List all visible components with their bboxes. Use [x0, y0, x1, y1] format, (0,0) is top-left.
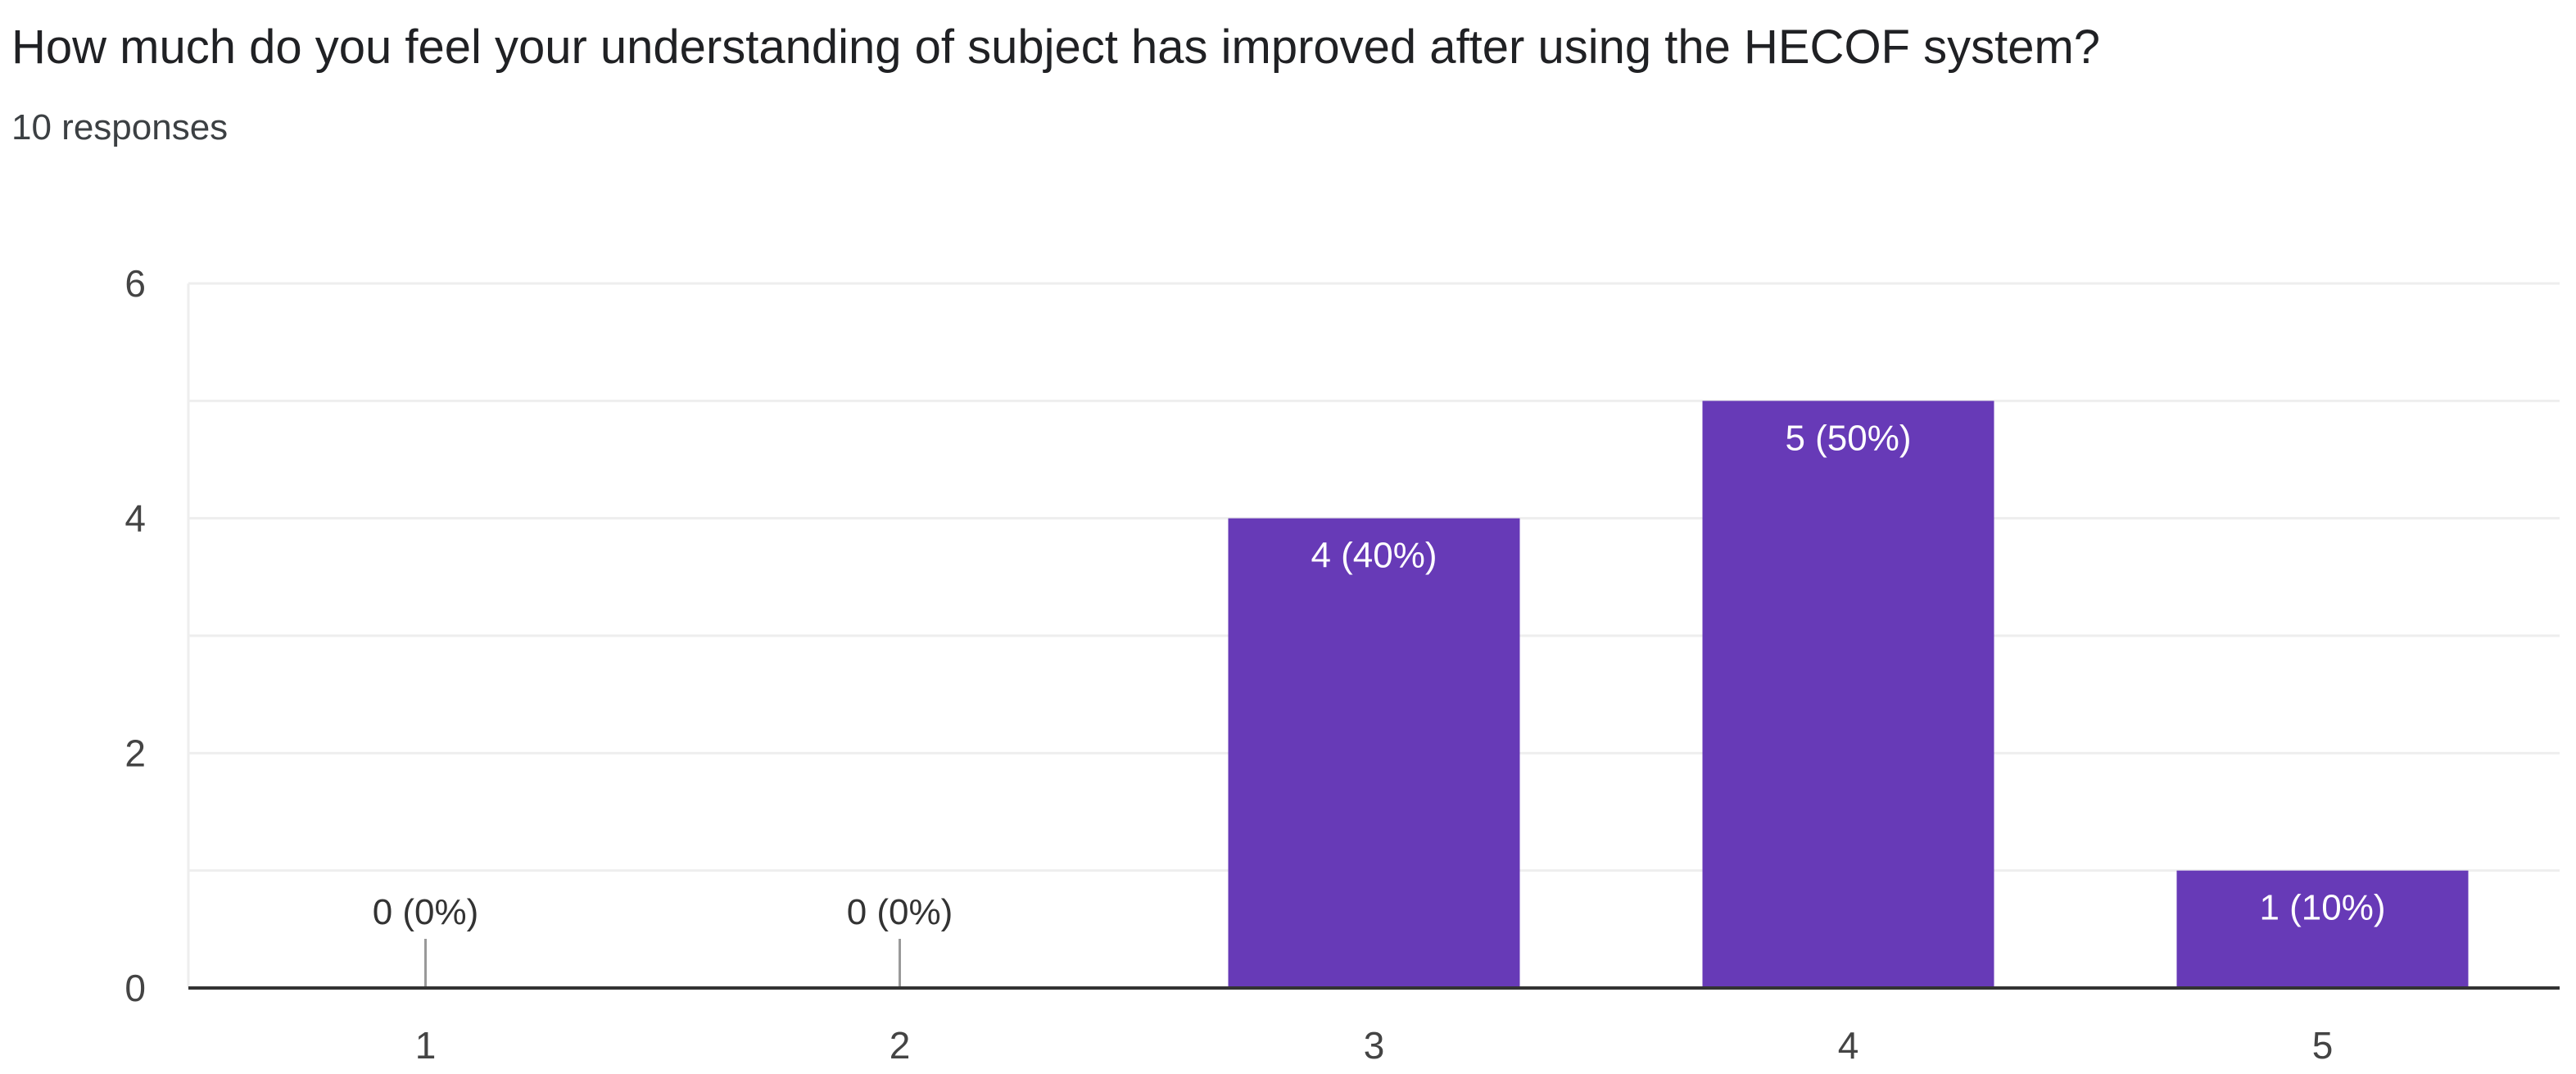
data-label-2: 0 (0%): [847, 892, 953, 932]
y-tick-label: 0: [124, 967, 146, 1009]
y-tick-labels: 0 2 4 6: [124, 262, 146, 1009]
question-title: How much do you feel your understanding …: [11, 20, 2101, 74]
bars: [1228, 401, 2469, 988]
data-label-1: 0 (0%): [373, 892, 479, 932]
x-tick-label: 1: [415, 1024, 437, 1067]
data-label-3: 4 (40%): [1311, 536, 1437, 576]
x-tick-label: 3: [1364, 1024, 1385, 1067]
bar-4: [1702, 401, 1994, 988]
response-count: 10 responses: [11, 107, 229, 147]
x-tick-labels: 1 2 3 4 5: [415, 1024, 2334, 1067]
zero-markers: [424, 939, 901, 988]
y-tick-label: 2: [124, 732, 146, 774]
y-tick-label: 6: [124, 262, 146, 305]
x-tick-label: 4: [1838, 1024, 1859, 1067]
x-tick-label: 5: [2312, 1024, 2334, 1067]
x-tick-label: 2: [890, 1024, 911, 1067]
y-tick-label: 4: [124, 497, 146, 540]
bar-3: [1228, 518, 1520, 988]
data-label-5: 1 (10%): [2259, 888, 2385, 928]
data-label-4: 5 (50%): [1785, 418, 1911, 458]
data-labels: 0 (0%) 0 (0%) 4 (40%) 5 (50%) 1 (10%): [373, 418, 2386, 932]
bar-5: [2176, 870, 2469, 988]
